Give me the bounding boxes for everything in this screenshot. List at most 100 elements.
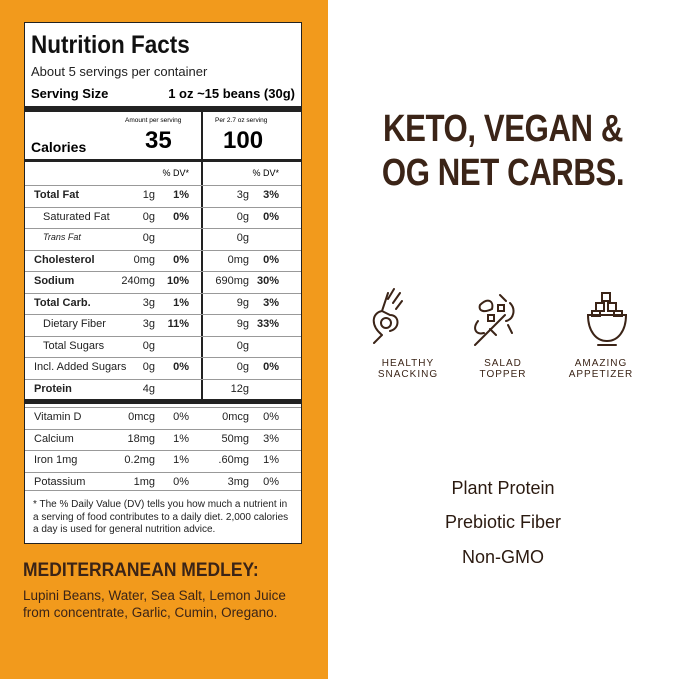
hr xyxy=(25,335,301,337)
amount: 0g xyxy=(142,339,155,352)
hr xyxy=(25,249,301,251)
dv-header: % DV* xyxy=(252,168,279,178)
icon-label: SALAD xyxy=(484,358,522,369)
amount: 1g xyxy=(142,189,155,201)
ingredients-title: MEDITERRANEAN MEDLEY: xyxy=(23,560,259,581)
nutrient-name: Trans Fat xyxy=(43,232,81,242)
amount: 0.2mg xyxy=(124,454,155,466)
hr xyxy=(25,206,301,208)
dv-header: % DV* xyxy=(162,168,189,178)
amount: 1mg xyxy=(133,475,155,488)
daily-value: 11% xyxy=(167,318,189,330)
label-title: Nutrition Facts xyxy=(31,31,190,59)
amount: 0mcg xyxy=(128,411,155,423)
amount: 0g xyxy=(236,210,249,223)
nutrient-name: Total Sugars xyxy=(43,339,105,352)
daily-value: 0% xyxy=(263,210,279,223)
nutrient-name: Incl. Added Sugars xyxy=(34,361,127,373)
col-header: Amount per serving xyxy=(125,117,182,124)
feature: Prebiotic Fiber xyxy=(444,512,562,532)
icon-label: SNACKING xyxy=(377,369,439,380)
daily-value: 1% xyxy=(173,432,189,445)
hr xyxy=(25,450,301,451)
nutrient-name: Sodium xyxy=(34,275,75,287)
amount: 18mg xyxy=(127,432,155,445)
amount: 0mg xyxy=(133,253,155,266)
calories: 100 xyxy=(223,127,264,154)
divider xyxy=(201,112,203,401)
footnote: * The % Daily Value (DV) tells you how m… xyxy=(33,499,289,535)
hr xyxy=(25,185,301,186)
amount: 0g xyxy=(236,361,249,373)
amount: 9g xyxy=(236,296,249,309)
daily-value: 1% xyxy=(173,296,189,309)
amount: 12g xyxy=(230,382,249,395)
amount: 0g xyxy=(142,210,155,223)
daily-value: 0% xyxy=(173,253,189,266)
hr xyxy=(25,490,301,491)
amount: 0g xyxy=(236,339,249,352)
serving-size: 1 oz ~15 beans (30g) xyxy=(168,86,295,101)
icon-label: APPETIZER xyxy=(568,369,634,380)
calories-label: Calories xyxy=(31,139,87,155)
nutrient-name: Protein xyxy=(34,382,72,395)
daily-value: 1% xyxy=(173,189,189,201)
amount: 3mg xyxy=(227,475,249,488)
nutrient-name: Iron 1mg xyxy=(34,454,78,466)
amount: 0g xyxy=(236,232,249,244)
daily-value: 30% xyxy=(256,275,279,287)
hr xyxy=(25,314,301,315)
amount: 0mcg xyxy=(222,411,249,423)
icon-label: HEALTHY xyxy=(381,358,435,369)
hr xyxy=(25,407,301,408)
amount: 3g xyxy=(142,318,155,330)
amount: 9g xyxy=(236,318,249,330)
hr xyxy=(25,228,301,229)
feature: Non-GMO xyxy=(461,547,544,567)
nutrient-name: Cholesterol xyxy=(34,253,95,266)
col-header: Per 2.7 oz serving xyxy=(215,117,268,124)
calories: 35 xyxy=(145,127,172,154)
hr xyxy=(25,271,301,272)
nutrition-label: Nutrition Facts About 5 servings per cont… xyxy=(24,22,302,544)
daily-value: 3% xyxy=(263,189,279,201)
hr xyxy=(25,399,301,404)
hr xyxy=(25,428,301,430)
daily-value: 10% xyxy=(166,275,189,287)
headline: OG NET CARBS. xyxy=(381,152,625,194)
amount: 3g xyxy=(236,189,249,201)
daily-value: 33% xyxy=(256,318,279,330)
hr xyxy=(25,106,301,112)
nutrient-name: Potassium xyxy=(34,475,86,488)
hr xyxy=(25,159,301,162)
icon-label: TOPPER xyxy=(479,369,527,380)
amount: 0g xyxy=(142,361,155,373)
amount: .60mg xyxy=(218,454,249,466)
amount: 4g xyxy=(142,382,155,395)
servings: About 5 servings per container xyxy=(31,64,208,79)
nutrient-name: Dietary Fiber xyxy=(43,318,106,330)
amount: 0mg xyxy=(227,253,249,266)
hr xyxy=(25,471,301,473)
daily-value: 0% xyxy=(173,475,189,488)
daily-value: 0% xyxy=(263,475,279,488)
hr xyxy=(25,378,301,380)
hr xyxy=(25,292,301,294)
icon-label: AMAZING xyxy=(574,358,628,369)
nutrient-name: Saturated Fat xyxy=(43,210,110,223)
amount: 690mg xyxy=(215,275,249,287)
ingredients-text: Lupini Beans, Water, Sea Salt, Lemon Jui… xyxy=(23,588,286,620)
nutrient-name: Total Carb. xyxy=(34,296,91,309)
daily-value: 3% xyxy=(263,432,279,445)
daily-value: 0% xyxy=(263,361,279,373)
daily-value: 0% xyxy=(263,253,279,266)
amount: 50mg xyxy=(221,432,249,445)
serving-size-label: Serving Size xyxy=(31,86,109,101)
feature: Plant Protein xyxy=(451,478,555,498)
amount: 0g xyxy=(142,232,155,244)
daily-value: 0% xyxy=(263,411,279,423)
daily-value: 1% xyxy=(263,454,279,466)
daily-value: 0% xyxy=(173,210,189,223)
headline: KETO, VEGAN & xyxy=(383,108,623,150)
hr xyxy=(25,357,301,358)
